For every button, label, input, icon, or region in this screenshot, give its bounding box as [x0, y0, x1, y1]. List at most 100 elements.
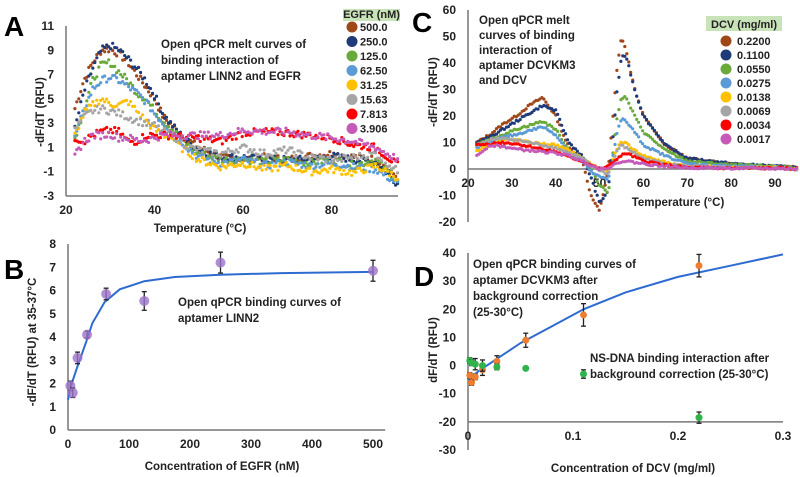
data-point: [354, 170, 358, 174]
data-point: [396, 171, 400, 175]
data-point: [240, 160, 244, 165]
data-point: [232, 156, 236, 160]
data-point: [615, 157, 619, 162]
annotation-text: and DCV: [479, 75, 527, 87]
data-point: [137, 110, 141, 115]
data-point: [356, 157, 360, 161]
data-point: [192, 139, 196, 143]
data-point: [224, 135, 228, 139]
y-tick-label: -10: [439, 387, 457, 401]
data-point: [382, 173, 386, 177]
data-point: [619, 59, 623, 64]
data-point: [182, 144, 186, 149]
data-point: [119, 114, 123, 118]
data-point: [619, 119, 623, 123]
data-point: [89, 108, 93, 112]
data-point: [350, 166, 354, 171]
data-point: [629, 70, 633, 74]
data-point: [695, 414, 703, 422]
data-point: [466, 371, 474, 379]
data-point: [342, 137, 346, 141]
y-tick-label: 30: [443, 274, 457, 288]
legend-label: 0.2200: [737, 36, 771, 48]
data-point: [330, 160, 334, 164]
y-tick-label: 20: [443, 302, 457, 316]
data-point: [526, 125, 530, 129]
legend-label: 0.0069: [737, 106, 771, 118]
y-tick-label: -30: [439, 443, 457, 457]
data-point: [79, 119, 83, 123]
data-point: [558, 117, 562, 121]
legend-label: 0.0017: [737, 134, 771, 146]
data-point: [344, 159, 348, 163]
data-point: [613, 142, 617, 147]
data-point: [214, 149, 218, 153]
data-point: [374, 151, 378, 155]
y-tick-label: 0: [449, 162, 456, 176]
data-point: [137, 91, 141, 95]
data-point: [115, 113, 119, 117]
data-point: [621, 143, 625, 147]
data-point: [292, 168, 296, 172]
y-tick-label: 0: [49, 423, 56, 437]
data-point: [246, 150, 250, 154]
data-point: [139, 295, 150, 306]
data-point: [374, 168, 378, 172]
data-point: [556, 129, 560, 133]
data-point: [196, 137, 200, 141]
data-point: [214, 163, 218, 167]
data-point: [573, 147, 578, 151]
legend-title: EGFR (nM): [343, 9, 400, 21]
data-point: [139, 70, 143, 75]
data-point: [575, 149, 580, 153]
data-point: [542, 97, 546, 101]
data-point: [89, 93, 93, 97]
data-point: [344, 154, 348, 158]
data-point: [147, 90, 151, 94]
data-point: [607, 180, 611, 184]
x-tick-label: 60: [637, 176, 651, 190]
data-point: [95, 75, 99, 79]
data-point: [328, 150, 332, 154]
data-point: [121, 50, 125, 54]
data-point: [396, 177, 400, 181]
legend-label: 250.0: [360, 37, 388, 49]
data-point: [81, 82, 85, 86]
data-point: [139, 74, 143, 78]
y-axis-title: -dF/dT (RFU) at 35-37°C: [27, 278, 39, 407]
data-point: [129, 58, 133, 62]
data-point: [216, 161, 220, 165]
data-point: [522, 364, 530, 372]
legend-swatch: [720, 77, 732, 89]
data-point: [202, 130, 206, 134]
data-point: [210, 156, 214, 160]
data-point: [93, 136, 97, 140]
data-point: [368, 170, 372, 174]
data-point: [316, 135, 320, 139]
data-point: [200, 155, 204, 160]
y-tick-label: 10: [443, 136, 457, 150]
data-point: [352, 153, 356, 157]
data-point: [648, 135, 653, 139]
data-point: [115, 104, 119, 108]
legend-swatch: [720, 133, 732, 145]
data-point: [587, 172, 591, 176]
data-point: [641, 142, 645, 146]
data-point: [240, 127, 244, 131]
data-point: [97, 111, 101, 115]
legend-label: 62.50: [360, 66, 388, 78]
data-point: [139, 117, 143, 121]
data-point: [129, 81, 133, 85]
data-point: [254, 158, 258, 162]
data-point: [284, 151, 288, 155]
data-point: [113, 109, 117, 113]
data-point: [544, 121, 548, 125]
data-point: [141, 113, 145, 117]
data-point: [350, 173, 354, 177]
data-point: [390, 160, 394, 164]
y-axis-title: dF/dT (RFU): [428, 317, 440, 383]
data-point: [550, 107, 554, 111]
legend-title-bg: [343, 9, 400, 21]
data-point: [366, 141, 370, 145]
annotation-text: binding interaction of: [161, 55, 279, 67]
